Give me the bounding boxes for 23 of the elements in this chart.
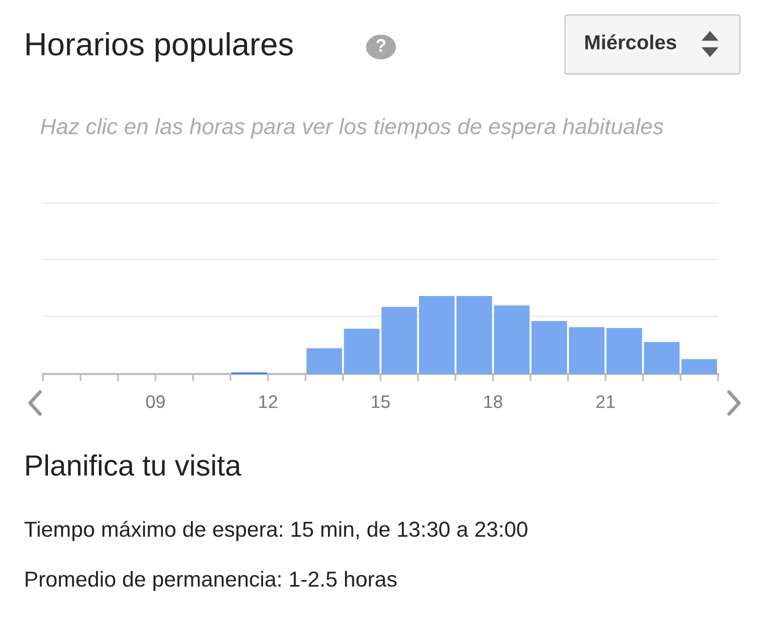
bar <box>344 328 380 374</box>
bar <box>644 342 680 374</box>
chart-title: Horarios populares <box>26 32 293 62</box>
bar <box>381 306 418 374</box>
bar <box>681 359 718 374</box>
bar <box>568 327 605 374</box>
chart-subtitle: Haz clic en las horas para ver los tiempos de espera habituales <box>40 118 664 139</box>
x-tick-label: 15 <box>372 395 390 408</box>
bar <box>606 328 642 374</box>
text: ? <box>376 39 386 52</box>
text: Miércoles <box>585 34 676 50</box>
bar <box>418 296 455 374</box>
x-tick-label: 12 <box>259 395 278 408</box>
bar <box>456 296 492 374</box>
x-tick-label: 18 <box>484 395 502 408</box>
text: Planifica tu visita <box>26 454 242 476</box>
x-tick-label: 09 <box>146 395 165 408</box>
text: Promedio de permanencia: 1-2.5 horas <box>26 570 397 592</box>
bar <box>531 320 568 374</box>
text: Tiempo máximo de espera: 15 min, de 13:30 a 23:00 <box>24 520 528 542</box>
bar <box>494 305 530 374</box>
x-tick-label: 21 <box>596 395 615 408</box>
bar <box>306 348 342 374</box>
